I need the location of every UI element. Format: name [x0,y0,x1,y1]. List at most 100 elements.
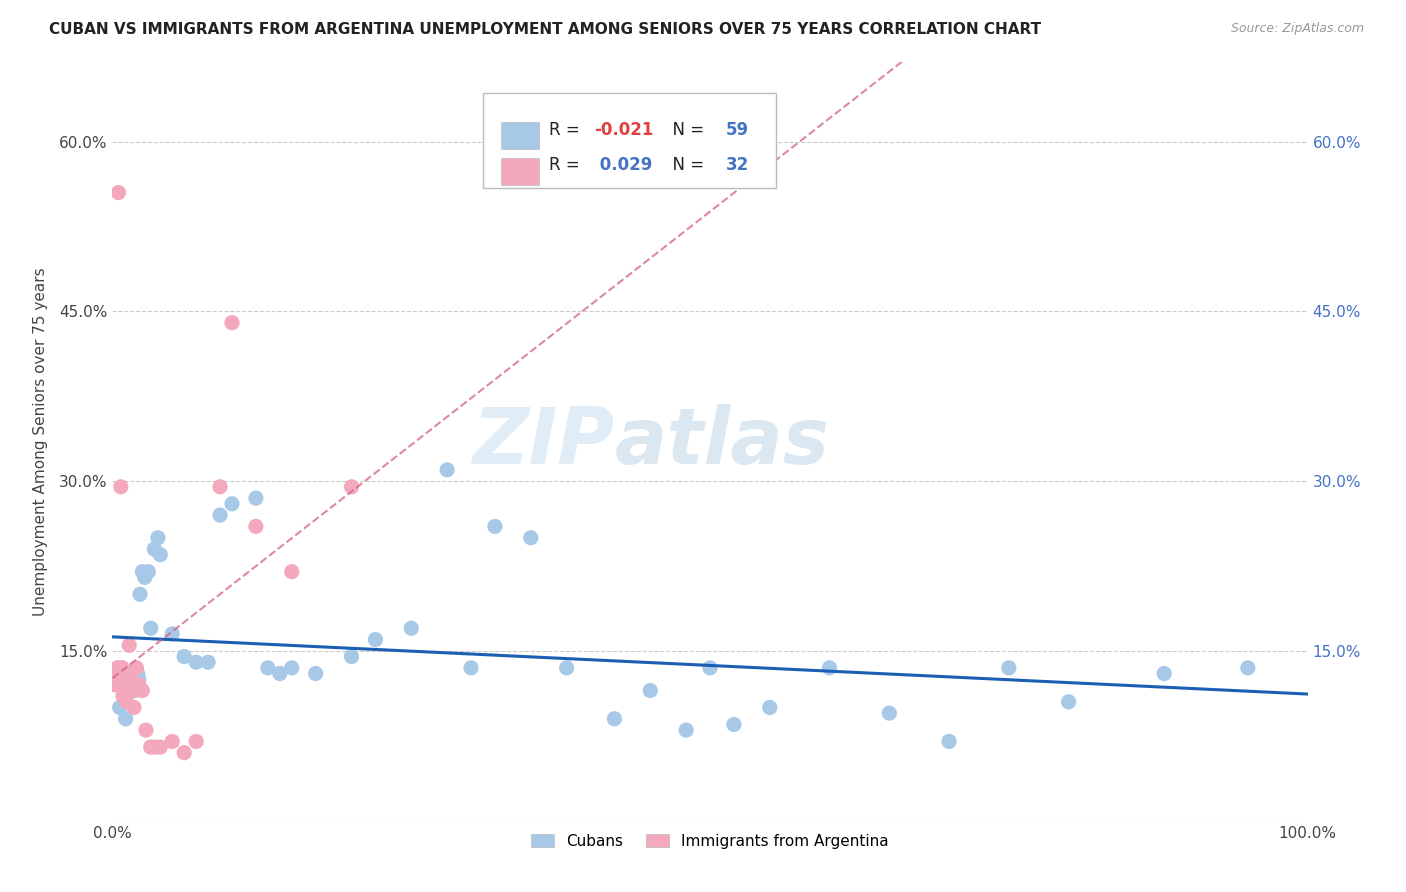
Point [173,746,195,760]
Legend: Cubans, Immigrants from Argentina: Cubans, Immigrants from Argentina [524,828,896,855]
Point [112,689,135,703]
Point [340,480,363,494]
Text: ZIP: ZIP [472,403,614,480]
Point [879,706,901,720]
Point [105,666,128,681]
Point [114,712,136,726]
Point [139,621,162,635]
Point [340,649,363,664]
Point [484,519,506,533]
Point [460,661,482,675]
Point [221,497,243,511]
Point [110,678,132,692]
Text: R =: R = [548,120,585,138]
Point [555,661,578,675]
Point [107,186,129,200]
Point [120,678,142,692]
Point [149,548,172,562]
Point [938,734,960,748]
Point [122,700,145,714]
Point [759,700,782,714]
Point [281,661,304,675]
Point [121,678,143,692]
Point [998,661,1021,675]
Point [121,672,143,686]
Text: -0.021: -0.021 [595,120,654,138]
Point [108,678,131,692]
Point [108,700,131,714]
Point [149,740,172,755]
Text: CUBAN VS IMMIGRANTS FROM ARGENTINA UNEMPLOYMENT AMONG SENIORS OVER 75 YEARS CORR: CUBAN VS IMMIGRANTS FROM ARGENTINA UNEMP… [49,22,1042,37]
Point [401,621,423,635]
Point [245,491,267,505]
Point [603,712,626,726]
Point [146,531,169,545]
Point [105,661,128,675]
Point [120,666,142,681]
Point [186,734,208,748]
Point [121,683,143,698]
Point [281,565,304,579]
Point [162,627,183,641]
Point [173,649,195,664]
Text: N =: N = [662,120,710,138]
Point [121,683,143,698]
Point [124,683,146,698]
Point [114,672,135,686]
Point [114,683,136,698]
Point [162,734,183,748]
Text: 0.029: 0.029 [595,156,652,175]
FancyBboxPatch shape [501,122,538,149]
Point [131,683,153,698]
Point [197,655,219,669]
Point [128,678,150,692]
Point [129,587,152,601]
Point [122,672,145,686]
Point [111,661,134,675]
Point [1153,666,1175,681]
Point [117,683,139,698]
Point [110,480,132,494]
Point [125,678,148,692]
Point [221,316,243,330]
Point [112,689,135,703]
Point [364,632,387,647]
Point [114,672,135,686]
Text: N =: N = [662,156,710,175]
Point [186,655,208,669]
Y-axis label: Unemployment Among Seniors over 75 years: Unemployment Among Seniors over 75 years [32,268,48,615]
Point [111,661,134,675]
Point [117,672,139,686]
Point [436,463,458,477]
Point [104,678,127,692]
Point [257,661,280,675]
Point [138,565,160,579]
Point [128,672,150,686]
Point [640,683,662,698]
Point [1057,695,1080,709]
Point [520,531,543,545]
Point [245,519,267,533]
Point [115,678,138,692]
Point [139,740,162,755]
Point [134,570,156,584]
Point [269,666,291,681]
Point [105,666,128,681]
Point [118,638,141,652]
FancyBboxPatch shape [501,158,538,185]
Point [127,666,149,681]
Point [118,683,141,698]
Text: 59: 59 [725,120,748,138]
Point [135,723,157,738]
Point [209,508,232,522]
Point [107,661,129,675]
Point [143,542,166,557]
Point [145,740,167,755]
Text: Source: ZipAtlas.com: Source: ZipAtlas.com [1230,22,1364,36]
Point [125,661,148,675]
Point [305,666,328,681]
Point [675,723,697,738]
Point [723,717,745,731]
Text: 32: 32 [725,156,749,175]
Point [131,565,153,579]
